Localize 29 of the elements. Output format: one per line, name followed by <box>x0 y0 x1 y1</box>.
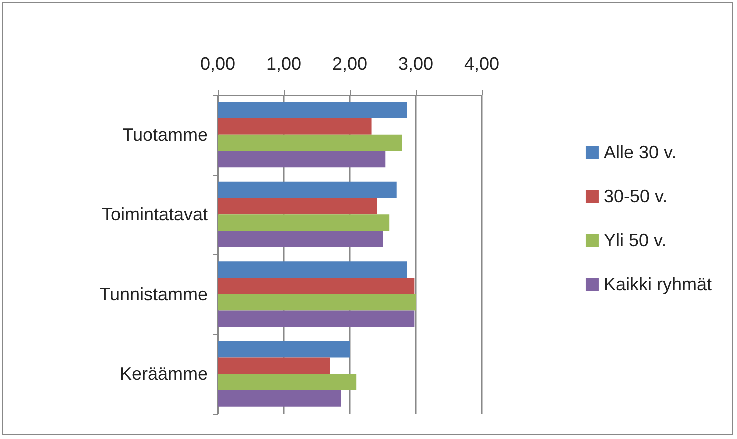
legend-label: Alle 30 v. <box>604 142 677 162</box>
bar <box>218 262 408 278</box>
bar <box>218 118 372 135</box>
x-tick-label: 2,00 <box>332 54 368 74</box>
bar <box>218 294 416 311</box>
legend-label: Yli 50 v. <box>604 230 667 250</box>
bar <box>218 198 378 215</box>
bar <box>218 230 383 248</box>
bar <box>218 278 415 294</box>
x-tick-label: 4,00 <box>464 54 500 74</box>
legend-label: Kaikki ryhmät <box>604 274 712 294</box>
bar <box>218 214 390 231</box>
y-tick-label: Tuotamme <box>122 124 208 145</box>
x-tick-label: 3,00 <box>398 54 434 74</box>
y-tick-label: Tunnistamme <box>100 284 208 304</box>
bar <box>218 134 402 152</box>
bar <box>218 374 357 390</box>
y-tick-label: Toimintatavat <box>102 204 208 225</box>
bar <box>218 390 342 407</box>
bar <box>218 358 330 374</box>
x-tick-label: 0,00 <box>200 54 236 74</box>
bar <box>218 102 408 119</box>
y-tick-label: Keräämme <box>120 364 208 384</box>
bar <box>218 151 386 168</box>
x-tick-label: 1,00 <box>266 54 302 74</box>
bar <box>218 182 397 198</box>
bar <box>218 310 415 328</box>
legend-label: 30-50 v. <box>604 186 668 206</box>
bar <box>218 341 350 358</box>
